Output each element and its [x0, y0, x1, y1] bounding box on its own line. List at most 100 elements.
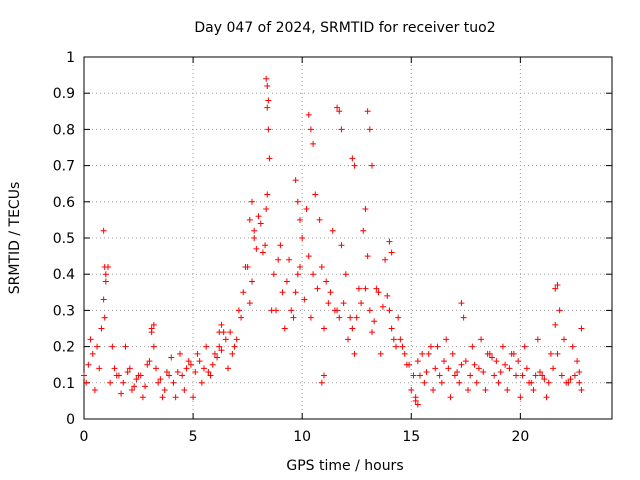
data-point	[194, 350, 201, 357]
data-point	[334, 104, 341, 111]
y-tick-label: 0.2	[53, 340, 75, 356]
data-point	[493, 358, 500, 365]
data-point	[299, 235, 306, 241]
chart-title: Day 047 of 2024, SRMTID for receiver tuo…	[194, 20, 495, 36]
data-point	[187, 361, 194, 368]
data-point	[478, 336, 485, 343]
y-tick-label: 0.8	[53, 122, 75, 138]
data-point	[515, 358, 522, 365]
data-point	[312, 191, 319, 198]
data-point	[475, 365, 482, 372]
data-point	[521, 343, 528, 350]
data-point	[495, 379, 502, 386]
y-tick-label: 0.5	[53, 231, 75, 247]
data-point	[578, 387, 585, 394]
data-point	[414, 401, 421, 408]
data-point	[360, 227, 367, 234]
data-point	[290, 314, 297, 321]
data-point	[148, 325, 155, 332]
data-point	[174, 368, 181, 375]
data-point	[537, 368, 543, 375]
data-point	[419, 350, 426, 357]
data-point	[190, 394, 197, 401]
data-point	[523, 365, 530, 372]
data-point	[83, 379, 90, 386]
data-point	[216, 329, 223, 336]
data-point	[558, 372, 565, 379]
data-point	[449, 350, 456, 357]
data-point	[150, 343, 157, 350]
data-point	[338, 242, 345, 249]
data-point	[100, 296, 107, 303]
data-point	[340, 300, 347, 307]
data-point	[310, 271, 317, 278]
data-point	[185, 358, 192, 365]
x-tick-label: 15	[402, 429, 420, 445]
data-point	[421, 379, 428, 386]
y-tick-label: 0.6	[53, 195, 75, 211]
data-point	[94, 343, 101, 350]
data-point	[517, 394, 524, 401]
data-point	[124, 368, 131, 375]
data-point	[508, 350, 515, 357]
data-point	[456, 379, 463, 386]
data-point	[576, 379, 583, 386]
data-point	[157, 376, 164, 383]
data-point	[235, 307, 242, 314]
data-point	[362, 285, 369, 292]
data-point	[554, 282, 561, 289]
data-point	[462, 358, 469, 365]
data-point	[281, 325, 288, 332]
data-point	[545, 379, 552, 386]
data-point	[323, 278, 330, 285]
data-point	[150, 321, 157, 328]
data-point	[229, 350, 236, 357]
data-point	[246, 216, 253, 223]
data-point	[181, 387, 188, 394]
data-point	[552, 321, 559, 328]
data-point	[279, 289, 286, 296]
data-point	[122, 343, 129, 350]
data-point	[565, 379, 572, 386]
data-point	[314, 285, 321, 292]
data-point	[233, 336, 240, 343]
data-point	[101, 263, 108, 270]
data-point	[379, 303, 386, 310]
data-point	[218, 347, 225, 354]
data-point	[480, 368, 487, 375]
data-point	[146, 358, 153, 365]
y-tick-label: 0.7	[53, 159, 75, 175]
y-axis-label: SRMTID / TECUs	[7, 182, 23, 295]
data-point	[111, 365, 118, 372]
data-point	[264, 82, 271, 89]
data-point	[414, 358, 421, 365]
data-point	[85, 361, 92, 368]
data-point	[201, 365, 207, 372]
data-point	[273, 307, 279, 314]
data-point	[81, 372, 87, 379]
data-point	[238, 314, 245, 321]
data-point	[408, 387, 415, 394]
data-point	[547, 350, 554, 357]
data-point	[489, 354, 495, 361]
data-point	[198, 379, 205, 386]
data-point	[432, 365, 439, 372]
data-point	[482, 387, 489, 394]
data-point	[342, 271, 349, 278]
data-point	[305, 253, 312, 260]
data-point	[353, 314, 360, 321]
data-point	[98, 325, 105, 332]
data-point	[349, 155, 356, 162]
data-point	[288, 307, 295, 314]
data-point	[251, 235, 258, 241]
data-point	[251, 227, 258, 234]
data-point	[192, 368, 199, 375]
data-point	[139, 394, 146, 401]
data-point	[318, 263, 325, 270]
data-point	[471, 361, 478, 368]
x-tick-label: 20	[511, 429, 529, 445]
data-point	[209, 361, 216, 368]
data-point	[265, 97, 272, 104]
data-point	[373, 285, 380, 292]
data-point	[249, 198, 255, 205]
